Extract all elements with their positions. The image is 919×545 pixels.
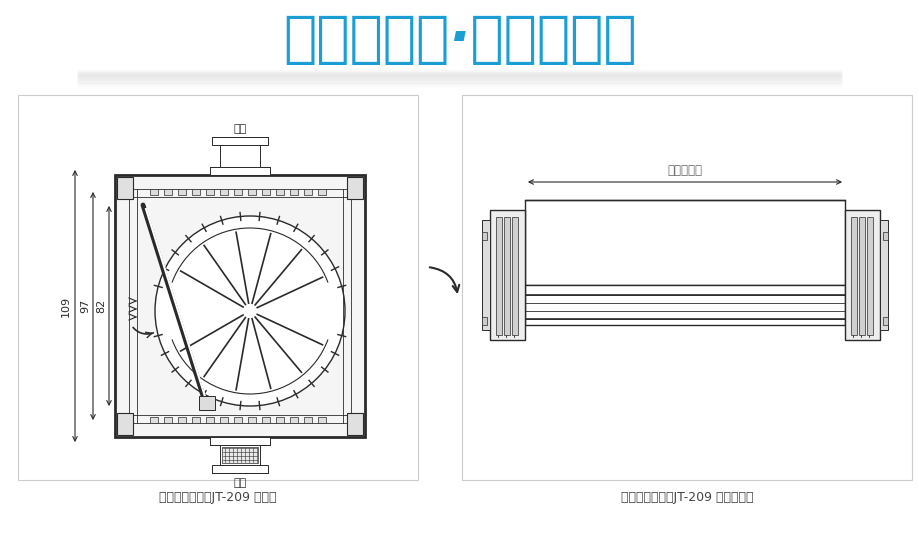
Bar [177, 189, 186, 195]
Bar [482, 317, 486, 325]
Bar [115, 175, 365, 437]
Bar [211, 465, 267, 473]
Bar [248, 189, 255, 195]
Bar [192, 417, 199, 423]
Text: 可调: 可调 [233, 478, 246, 488]
Bar [276, 189, 284, 195]
Bar [318, 417, 325, 423]
Bar [346, 413, 363, 435]
Bar [879, 220, 887, 330]
Bar [18, 95, 417, 480]
Bar [220, 145, 260, 167]
Bar [289, 417, 298, 423]
Bar [844, 210, 879, 340]
Bar [318, 189, 325, 195]
Bar [164, 417, 172, 423]
Text: 109: 109 [61, 295, 71, 317]
Bar [303, 189, 312, 195]
Bar [206, 189, 214, 195]
Bar [525, 285, 844, 325]
Text: 门窗自然通风器JT-209 节点图: 门窗自然通风器JT-209 节点图 [159, 492, 277, 505]
Text: 82: 82 [96, 299, 106, 313]
Bar [346, 177, 363, 199]
Text: 97: 97 [80, 299, 90, 313]
Bar [233, 417, 242, 423]
Bar [220, 417, 228, 423]
Bar [192, 189, 199, 195]
Bar [211, 137, 267, 145]
Bar [210, 167, 269, 175]
Bar [482, 232, 486, 240]
Bar [882, 232, 887, 240]
Bar [303, 417, 312, 423]
Bar [495, 217, 502, 335]
Bar [504, 217, 509, 335]
Bar [262, 189, 269, 195]
Bar [199, 396, 215, 410]
Bar [276, 417, 284, 423]
Text: 可调: 可调 [233, 124, 246, 134]
Text: 空气要清新·家泰更贴心: 空气要清新·家泰更贴心 [283, 13, 636, 67]
Bar [233, 189, 242, 195]
Bar [490, 210, 525, 340]
Bar [221, 447, 257, 463]
Bar [177, 417, 186, 423]
Bar [117, 413, 133, 435]
Bar [512, 217, 517, 335]
Bar [289, 189, 298, 195]
Bar [164, 189, 172, 195]
Circle shape [154, 216, 345, 406]
Bar [220, 445, 260, 465]
Text: 门窗自然通风器JT-209 俯视节点图: 门窗自然通风器JT-209 俯视节点图 [620, 492, 753, 505]
Bar [525, 200, 844, 285]
Bar [150, 417, 158, 423]
Bar [220, 189, 228, 195]
Bar [866, 217, 872, 335]
Bar [850, 217, 857, 335]
Bar [248, 417, 255, 423]
Bar [858, 217, 864, 335]
Bar [150, 189, 158, 195]
Bar [461, 95, 911, 480]
Bar [206, 417, 214, 423]
Bar [117, 177, 133, 199]
Bar [262, 417, 269, 423]
Text: 通风器全长: 通风器全长 [667, 164, 702, 177]
Bar [882, 317, 887, 325]
Bar [482, 220, 490, 330]
Bar [210, 437, 269, 445]
